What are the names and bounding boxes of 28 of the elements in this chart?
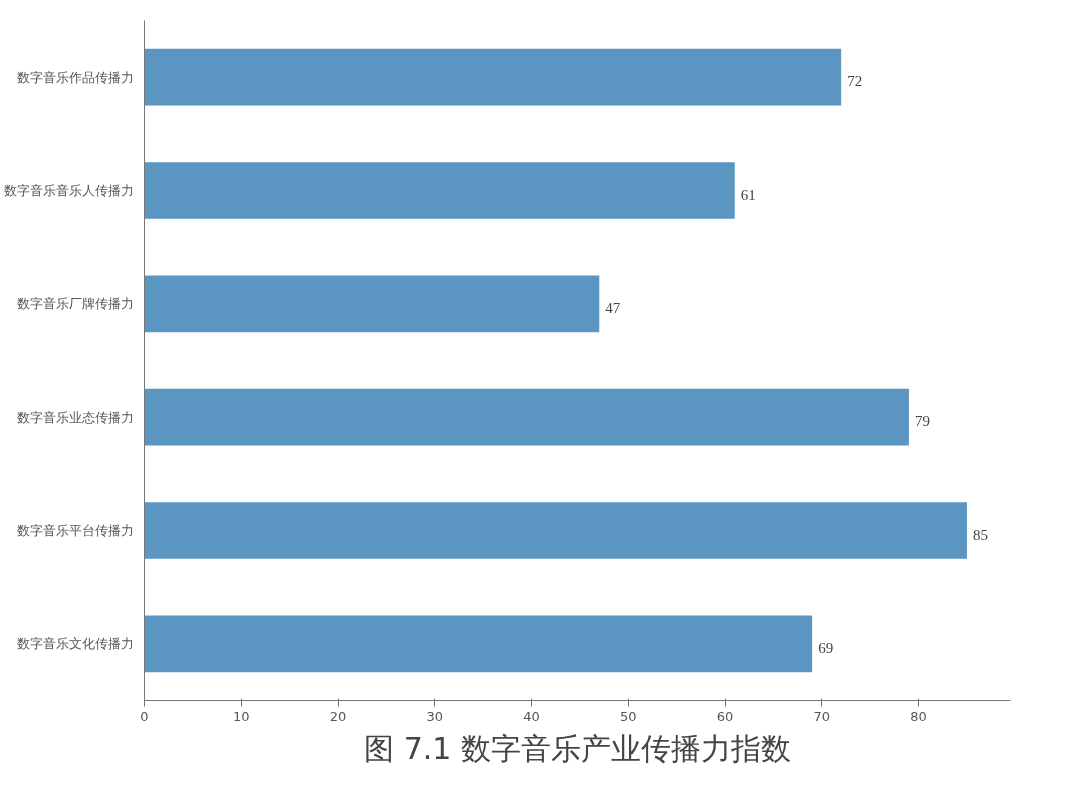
x-tick-label: 70 (813, 708, 831, 724)
text: 图 7.1 数字音乐产业传播力指数 (364, 730, 791, 766)
x-tick-label: 80 (910, 708, 927, 724)
x-tick-label: 10 (232, 708, 250, 724)
x-tick-label: 60 (716, 708, 734, 724)
x-tick-label: 40 (523, 708, 540, 724)
data-label: 85 (972, 526, 988, 543)
bar (144, 48, 842, 106)
y-tick-label: 数字音乐文化传播力 (16, 636, 134, 652)
bar (144, 162, 735, 219)
x-tick-label: 0 (140, 708, 149, 724)
x-tick-label: 50 (620, 708, 637, 724)
data-label: 47 (605, 299, 621, 316)
y-tick-label: 数字音乐音乐人传播力 (3, 183, 134, 198)
data-label: 61 (740, 186, 756, 203)
x-tick-label: 30 (426, 708, 444, 724)
bar (144, 275, 600, 333)
bar (144, 615, 813, 673)
data-label: 72 (847, 73, 863, 90)
bar (144, 388, 909, 446)
y-tick-label: 数字音乐业态传播力 (16, 409, 134, 425)
y-tick-label: 数字音乐平台传播力 (16, 523, 134, 538)
x-tick-label: 20 (329, 708, 347, 724)
y-tick-label: 数字音乐厂牌传播力 (16, 296, 134, 312)
y-tick-label: 数字音乐作品传播力 (16, 69, 134, 85)
data-label: 69 (818, 639, 834, 656)
bar (144, 502, 967, 559)
data-label: 79 (914, 413, 930, 430)
